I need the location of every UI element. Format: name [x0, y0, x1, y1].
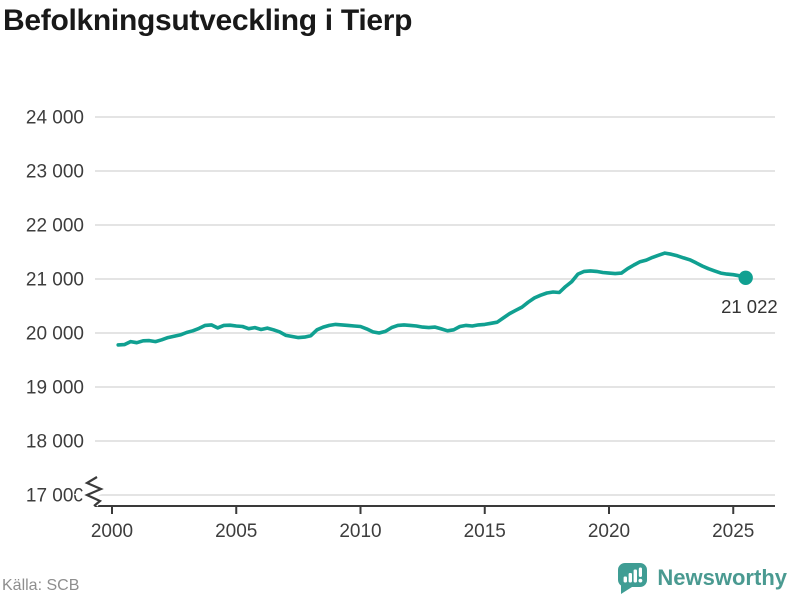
x-tick-label: 2015 [464, 521, 506, 542]
x-axis-labels: 2000 2005 2010 2015 2020 2025 [91, 521, 755, 542]
x-axis [95, 505, 775, 514]
axis-break-icon [73, 470, 115, 507]
end-point-dot [738, 270, 753, 286]
population-line-series [116, 251, 748, 347]
end-value-label: 21 022 [721, 296, 778, 317]
y-tick-label: 22 000 [26, 216, 84, 237]
source-note: Källa: SCB [2, 577, 80, 594]
x-tick-label: 2025 [712, 521, 754, 542]
y-tick-label: 18 000 [26, 432, 84, 453]
gridlines [95, 116, 775, 496]
newsworthy-bubble-chart-icon [618, 563, 648, 594]
newsworthy-logo[interactable]: Newsworthy [615, 561, 787, 595]
newsworthy-logo-text: Newsworthy [657, 565, 787, 590]
y-tick-label: 23 000 [26, 162, 84, 183]
y-tick-label: 20 000 [26, 324, 84, 345]
y-tick-label: 17 000 [26, 486, 84, 507]
y-tick-label: 24 000 [26, 108, 84, 129]
x-tick-label: 2020 [588, 521, 630, 542]
y-axis-labels: 24 000 23 000 22 000 21 000 20 000 19 000 18 0… [26, 108, 84, 507]
population-line [116, 251, 748, 347]
x-tick-label: 2010 [339, 521, 381, 542]
x-tick-label: 2000 [91, 521, 133, 542]
y-tick-label: 19 000 [26, 378, 84, 399]
chart-title: Befolkningsutveckling i Tierp [3, 4, 413, 37]
axis-break-zigzag [84, 476, 104, 507]
last-value-marker: 21 022 [721, 270, 778, 317]
x-tick-label: 2005 [215, 521, 257, 542]
y-tick-label: 21 000 [26, 270, 84, 291]
